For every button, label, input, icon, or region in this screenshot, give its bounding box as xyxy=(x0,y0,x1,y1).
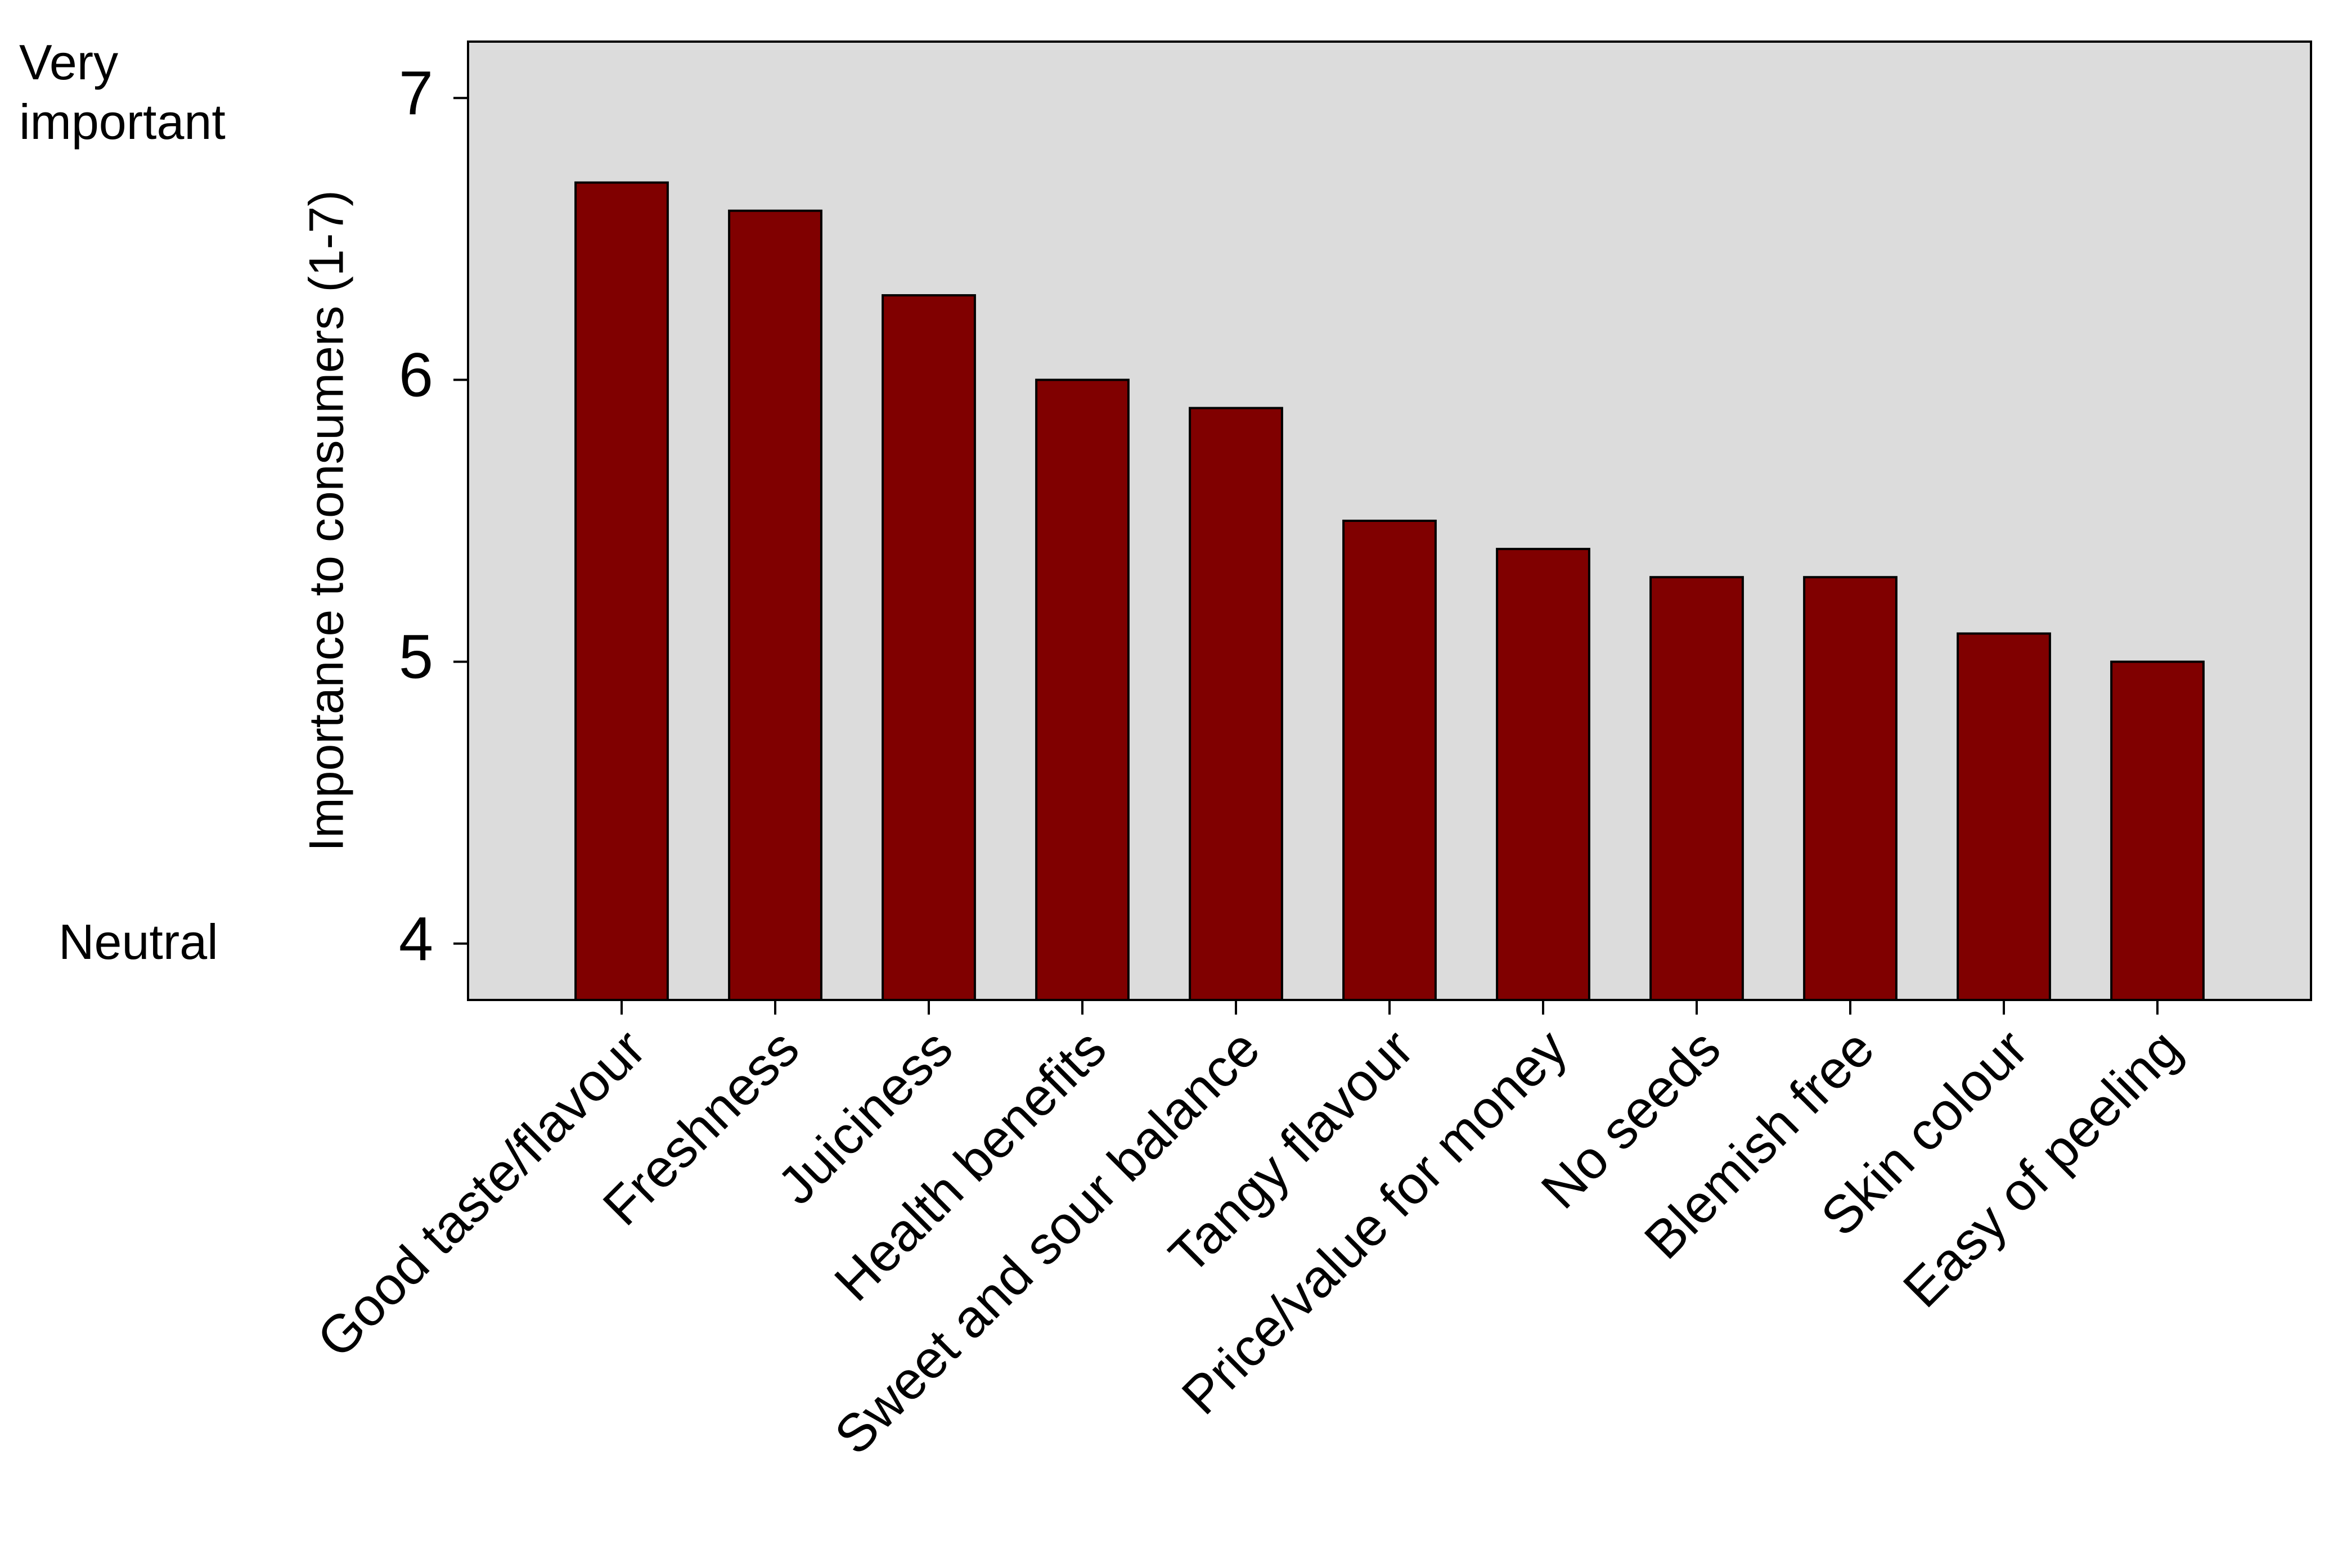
bar xyxy=(1189,407,1283,1001)
bar xyxy=(1035,379,1130,1001)
x-tick-label: Easy of peeling xyxy=(1892,1019,2192,1319)
y-tick-label: 7 xyxy=(399,58,433,128)
y-axis-label: Importance to consumers (1-7) xyxy=(300,190,354,851)
y-tick-label: 6 xyxy=(399,340,433,409)
bar xyxy=(1342,520,1437,1001)
bar xyxy=(728,209,822,1001)
bar xyxy=(1803,576,1898,1002)
bar xyxy=(1496,548,1590,1001)
x-tick-label: Health benefits xyxy=(824,1019,1118,1313)
bar xyxy=(1957,632,2051,1001)
annotation-top: Very important xyxy=(19,34,226,150)
bar xyxy=(2110,660,2205,1001)
bar xyxy=(1649,576,1744,1002)
bar xyxy=(882,294,976,1001)
y-tick-label: 4 xyxy=(399,904,433,974)
annotation-bottom: Neutral xyxy=(59,914,218,970)
y-tick-label: 5 xyxy=(399,623,433,692)
bar xyxy=(574,181,669,1001)
